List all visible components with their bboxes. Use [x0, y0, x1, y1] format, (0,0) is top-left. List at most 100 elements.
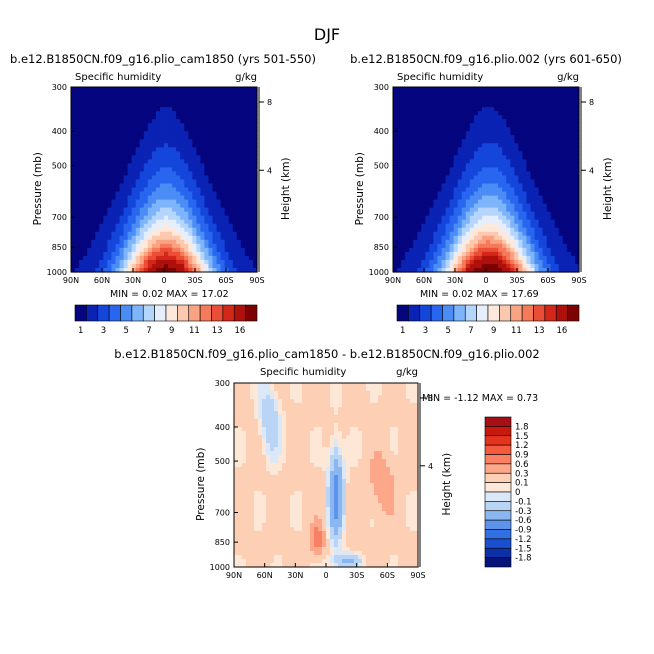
- field-cell: [350, 419, 355, 424]
- field-cell: [473, 223, 479, 229]
- field-cell: [554, 243, 560, 249]
- field-cell: [306, 403, 311, 408]
- field-cell: [111, 143, 117, 148]
- field-cell: [99, 147, 104, 152]
- min-label: MIN =: [110, 289, 139, 300]
- field-cell: [393, 123, 398, 128]
- colorbar-swatch: [177, 304, 190, 322]
- field-cell: [494, 247, 499, 253]
- field-cell: [180, 247, 185, 253]
- field-cell: [164, 259, 169, 265]
- field-cell: [457, 255, 463, 261]
- field-cell: [562, 179, 568, 185]
- field-cell: [570, 123, 576, 128]
- field-cell: [518, 143, 523, 148]
- field-cell: [477, 151, 483, 156]
- field-cell: [490, 191, 495, 197]
- field-cell: [358, 407, 363, 412]
- field-cell: [437, 239, 443, 245]
- field-cell: [465, 139, 471, 144]
- field-cell: [502, 199, 507, 205]
- field-cell: [212, 199, 218, 205]
- field-cell: [131, 155, 137, 160]
- field-cell: [188, 203, 193, 209]
- field-cell: [574, 239, 580, 245]
- field-cell: [127, 207, 133, 213]
- field-cell: [248, 131, 254, 136]
- field-cell: [502, 103, 507, 108]
- field-cell: [131, 219, 137, 225]
- field-cell: [212, 195, 218, 201]
- field-cell: [220, 111, 226, 116]
- field-cell: [95, 267, 100, 273]
- field-cell: [437, 171, 443, 177]
- field-cell: [566, 103, 572, 108]
- field-cell: [382, 423, 387, 428]
- field-cell: [457, 87, 463, 92]
- field-cell: [258, 387, 263, 392]
- field-cell: [159, 163, 165, 169]
- field-cell: [510, 127, 515, 132]
- field-cell: [99, 111, 104, 116]
- field-cell: [546, 227, 552, 233]
- field-cell: [228, 227, 234, 233]
- field-cell: [326, 399, 331, 404]
- field-cell: [135, 255, 141, 261]
- field-cell: [494, 127, 499, 132]
- field-cell: [164, 115, 169, 120]
- field-cell: [220, 239, 226, 245]
- field-cell: [486, 103, 491, 108]
- field-cell: [168, 255, 173, 261]
- field-cell: [554, 211, 560, 217]
- field-cell: [123, 131, 129, 136]
- field-cell: [87, 139, 92, 144]
- field-cell: [409, 187, 414, 193]
- field-cell: [558, 151, 564, 156]
- chart-title: b.e12.B1850CN.f09_g16.plio_cam1850 - b.e…: [114, 347, 539, 361]
- field-cell: [518, 235, 523, 241]
- field-cell: [510, 159, 515, 165]
- field-cell: [566, 143, 572, 148]
- field-cell: [457, 103, 463, 108]
- field-cell: [401, 171, 406, 177]
- field-cell: [155, 143, 161, 148]
- field-cell: [278, 407, 283, 412]
- field-cell: [238, 435, 243, 440]
- field-cell: [83, 135, 88, 140]
- field-cell: [228, 103, 234, 108]
- field-cell: [208, 247, 214, 253]
- field-cell: [244, 99, 250, 104]
- field-cell: [290, 383, 295, 388]
- field-cell: [200, 127, 206, 132]
- field-cell: [473, 247, 479, 253]
- field-cell: [453, 239, 459, 245]
- field-cell: [232, 263, 238, 269]
- field-cell: [180, 167, 185, 173]
- field-cell: [413, 99, 418, 104]
- field-cell: [176, 87, 181, 92]
- colorbar-swatch: [97, 304, 110, 322]
- field-cell: [518, 155, 523, 160]
- field-cell: [530, 183, 536, 189]
- field-cell: [236, 175, 242, 181]
- field-cell: [216, 195, 222, 201]
- field-cell: [188, 151, 193, 156]
- field-cell: [350, 403, 355, 408]
- field-cell: [236, 147, 242, 152]
- field-cell: [139, 151, 145, 156]
- field-cell: [417, 91, 422, 96]
- field-cell: [538, 187, 544, 193]
- field-cell: [546, 127, 552, 132]
- field-cell: [212, 87, 218, 92]
- field-cell: [530, 227, 536, 233]
- field-cell: [208, 255, 214, 261]
- field-cell: [405, 159, 410, 165]
- field-cell: [75, 127, 80, 132]
- field-cell: [441, 135, 447, 140]
- field-cell: [238, 403, 243, 408]
- field-cell: [87, 99, 92, 104]
- field-cell: [180, 183, 185, 189]
- field-cell: [131, 91, 137, 96]
- field-cell: [350, 383, 355, 388]
- field-cell: [506, 139, 511, 144]
